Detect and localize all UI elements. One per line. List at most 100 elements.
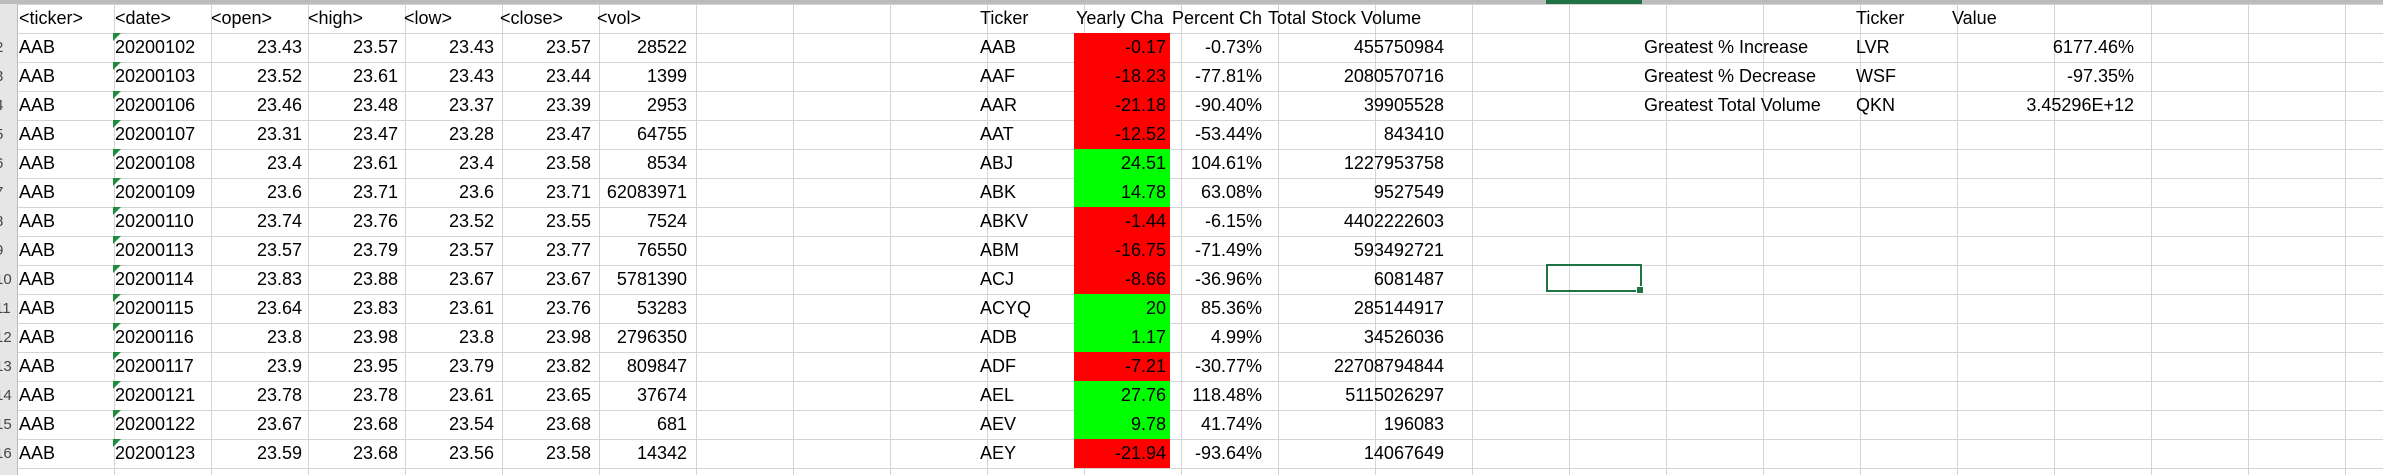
raw-header-cell[interactable]: <open> [211,8,273,28]
summary-vol-cell[interactable]: 39905528 [1363,95,1444,115]
raw-data-cell[interactable]: 681 [656,414,687,434]
row-number[interactable]: 3 [0,62,17,91]
raw-data-cell[interactable]: 23.57 [352,37,398,57]
raw-data-cell[interactable]: 23.67 [448,269,494,289]
raw-data-cell[interactable]: 20200106 [113,91,209,120]
raw-data-cell[interactable]: 23.98 [545,327,591,347]
summary-change-cell[interactable]: 20 [1074,294,1170,323]
raw-data-cell[interactable]: 23.31 [256,124,302,144]
summary-pct-cell[interactable]: -6.15% [1204,211,1262,231]
raw-data-cell[interactable]: AAB [19,356,56,376]
raw-data-cell[interactable]: AAB [19,182,56,202]
raw-data-cell[interactable]: 23.68 [352,414,398,434]
raw-data-cell[interactable]: 23.98 [352,327,398,347]
raw-data-cell[interactable]: 7524 [646,211,687,231]
raw-data-cell[interactable]: 20200102 [113,33,209,62]
summary-change-cell[interactable]: 9.78 [1074,410,1170,439]
summary-change-cell[interactable]: -12.52 [1074,120,1170,149]
summary-change-cell[interactable]: -21.94 [1074,439,1170,468]
raw-data-cell[interactable]: 23.44 [545,66,591,86]
raw-data-cell[interactable]: 23.37 [448,95,494,115]
summary-vol-cell[interactable]: 843410 [1383,124,1444,144]
summary-vol-cell[interactable]: 593492721 [1353,240,1444,260]
raw-data-cell[interactable]: AAB [19,124,56,144]
summary-header-cell[interactable]: Percent Ch [1172,8,1263,28]
summary-vol-cell[interactable]: 14067649 [1363,443,1444,463]
raw-data-cell[interactable]: 23.59 [256,443,302,463]
summary-vol-cell[interactable]: 1227953758 [1343,153,1444,173]
raw-data-cell[interactable]: 8534 [646,153,687,173]
raw-data-cell[interactable]: 62083971 [606,182,687,202]
raw-data-cell[interactable]: 23.47 [545,124,591,144]
row-number[interactable]: 13 [0,358,12,375]
summary-ticker-cell[interactable]: ABM [980,240,1020,260]
greatest-label-cell[interactable]: Greatest % Decrease [1644,66,1817,86]
row-number[interactable]: 5 [0,120,17,149]
summary-ticker-cell[interactable]: AAT [980,124,1014,144]
raw-header-cell[interactable]: <ticker> [19,8,84,28]
summary-pct-cell[interactable]: -0.73% [1204,37,1262,57]
raw-data-cell[interactable]: 23.76 [352,211,398,231]
fill-handle[interactable] [1636,286,1644,294]
raw-data-cell[interactable]: 5781390 [616,269,687,289]
row-number[interactable]: 4 [0,91,17,120]
summary-ticker-cell[interactable]: AEV [980,414,1017,434]
row-number[interactable]: 10 [0,271,12,288]
raw-data-cell[interactable]: 20200109 [113,178,209,207]
raw-data-cell[interactable]: 37674 [636,385,687,405]
raw-header-cell[interactable]: <high> [308,8,364,28]
raw-data-cell[interactable]: AAB [19,66,56,86]
summary-pct-cell[interactable]: -53.44% [1194,124,1262,144]
raw-data-cell[interactable]: AAB [19,385,56,405]
raw-data-cell[interactable]: 20200113 [113,236,209,265]
greatest-value-cell[interactable]: 3.45296E+12 [2026,95,2134,115]
raw-data-cell[interactable]: 20200117 [113,352,209,381]
summary-vol-cell[interactable]: 34526036 [1363,327,1444,347]
raw-data-cell[interactable]: AAB [19,153,56,173]
raw-data-cell[interactable]: 809847 [626,356,687,376]
raw-data-cell[interactable]: 20200107 [113,120,209,149]
greatest-ticker-cell[interactable]: QKN [1856,95,1896,115]
raw-data-cell[interactable]: 23.4 [458,153,494,173]
raw-header-cell[interactable]: <date> [115,8,172,28]
raw-header-cell[interactable]: <vol> [597,8,642,28]
summary-pct-cell[interactable]: 63.08% [1200,182,1262,202]
summary-vol-cell[interactable]: 196083 [1383,414,1444,434]
row-number[interactable]: 16 [0,445,12,462]
greatest-value-header[interactable]: Value [1952,8,1997,28]
summary-change-cell[interactable]: -1.44 [1074,207,1170,236]
raw-data-cell[interactable]: 23.74 [256,211,302,231]
summary-change-cell[interactable]: -7.21 [1074,352,1170,381]
summary-vol-cell[interactable]: 22708794844 [1333,356,1444,376]
row-number[interactable]: 15 [0,416,12,433]
greatest-ticker-cell[interactable]: WSF [1856,66,1896,86]
row-number[interactable]: 12 [0,329,12,346]
summary-pct-cell[interactable]: -93.64% [1194,443,1262,463]
raw-data-cell[interactable]: 20200123 [113,439,209,468]
summary-change-cell[interactable]: -18.23 [1074,62,1170,91]
raw-data-cell[interactable]: 23.61 [448,385,494,405]
raw-data-cell[interactable]: 23.64 [256,298,302,318]
raw-data-cell[interactable]: 23.61 [448,298,494,318]
row-number[interactable]: 14 [0,387,12,404]
raw-data-cell[interactable]: 23.61 [352,153,398,173]
raw-data-cell[interactable]: 2796350 [616,327,687,347]
greatest-label-cell[interactable]: Greatest Total Volume [1644,95,1821,115]
raw-data-cell[interactable]: 23.57 [545,37,591,57]
raw-data-cell[interactable]: 23.61 [352,66,398,86]
summary-vol-cell[interactable]: 5115026297 [1345,385,1444,405]
raw-data-cell[interactable]: AAB [19,443,56,463]
raw-header-cell[interactable]: <low> [404,8,453,28]
raw-data-cell[interactable]: 23.57 [448,240,494,260]
raw-data-cell[interactable]: 23.43 [448,66,494,86]
summary-pct-cell[interactable]: 41.74% [1200,414,1262,434]
raw-data-cell[interactable]: 23.57 [256,240,302,260]
summary-ticker-cell[interactable]: ADF [980,356,1016,376]
raw-data-cell[interactable]: AAB [19,211,56,231]
summary-change-cell[interactable]: -21.18 [1074,91,1170,120]
summary-change-cell[interactable]: -16.75 [1074,236,1170,265]
greatest-label-cell[interactable]: Greatest % Increase [1644,37,1809,57]
summary-change-cell[interactable]: 27.76 [1074,381,1170,410]
summary-pct-cell[interactable]: -30.77% [1194,356,1262,376]
raw-data-cell[interactable]: 20200121 [113,381,209,410]
